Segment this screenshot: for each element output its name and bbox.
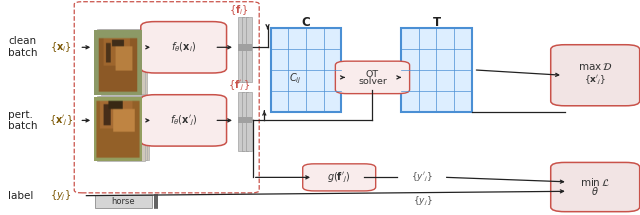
Text: $\{\mathbf{f}'_j\}$: $\{\mathbf{f}'_j\}$ <box>228 79 250 93</box>
Bar <box>243 17 248 82</box>
FancyBboxPatch shape <box>141 95 227 146</box>
Text: T: T <box>433 16 440 29</box>
Bar <box>271 28 341 112</box>
Text: $\{\mathbf{x}_i\}$: $\{\mathbf{x}_i\}$ <box>50 40 72 54</box>
Text: $\min\,\mathcal{L}$: $\min\,\mathcal{L}$ <box>580 176 610 188</box>
Bar <box>97 29 145 94</box>
FancyBboxPatch shape <box>141 22 227 73</box>
Text: $f_\theta(\mathbf{x}_i)$: $f_\theta(\mathbf{x}_i)$ <box>171 40 196 54</box>
Text: $\{\mathbf{x}'_j\}$: $\{\mathbf{x}'_j\}$ <box>49 113 73 127</box>
Text: OT: OT <box>366 70 379 79</box>
Text: $\{y_j\}$: $\{y_j\}$ <box>413 195 432 208</box>
Text: $g(\mathbf{f}'_j)$: $g(\mathbf{f}'_j)$ <box>327 170 351 184</box>
FancyBboxPatch shape <box>335 61 410 94</box>
FancyBboxPatch shape <box>550 45 640 106</box>
Text: $\{\mathbf{x}'_j\}$: $\{\mathbf{x}'_j\}$ <box>584 74 606 87</box>
Text: clean
batch: clean batch <box>8 37 38 58</box>
Bar <box>101 95 148 160</box>
Text: $\max\,\mathcal{D}$: $\max\,\mathcal{D}$ <box>578 61 612 72</box>
Text: $\{y'_j\}$: $\{y'_j\}$ <box>412 171 433 184</box>
Text: $\{\mathbf{f}_i\}$: $\{\mathbf{f}_i\}$ <box>229 3 248 17</box>
Text: label: label <box>8 191 34 201</box>
Bar <box>401 28 472 112</box>
Bar <box>238 17 243 82</box>
Bar <box>99 29 147 94</box>
Bar <box>97 96 145 161</box>
Bar <box>243 44 248 51</box>
Text: $C_{ij}$: $C_{ij}$ <box>289 71 302 86</box>
Text: $\theta$: $\theta$ <box>591 185 599 197</box>
Bar <box>246 117 252 123</box>
FancyBboxPatch shape <box>303 164 376 191</box>
Bar <box>243 92 248 150</box>
Text: pert.
batch: pert. batch <box>8 110 38 131</box>
Text: solver: solver <box>358 77 387 86</box>
Bar <box>246 44 252 51</box>
Bar <box>99 96 147 160</box>
Bar <box>243 117 248 123</box>
Bar <box>238 44 243 51</box>
Bar <box>238 92 243 150</box>
Text: $\{y_j\}$: $\{y_j\}$ <box>50 189 72 203</box>
Bar <box>238 117 243 123</box>
Bar <box>246 17 252 82</box>
Text: C: C <box>301 16 310 29</box>
Bar <box>246 92 252 150</box>
Bar <box>95 195 152 208</box>
Text: horse: horse <box>112 197 135 206</box>
FancyBboxPatch shape <box>550 163 640 212</box>
Text: $f_\theta(\mathbf{x}'_j)$: $f_\theta(\mathbf{x}'_j)$ <box>170 113 197 127</box>
